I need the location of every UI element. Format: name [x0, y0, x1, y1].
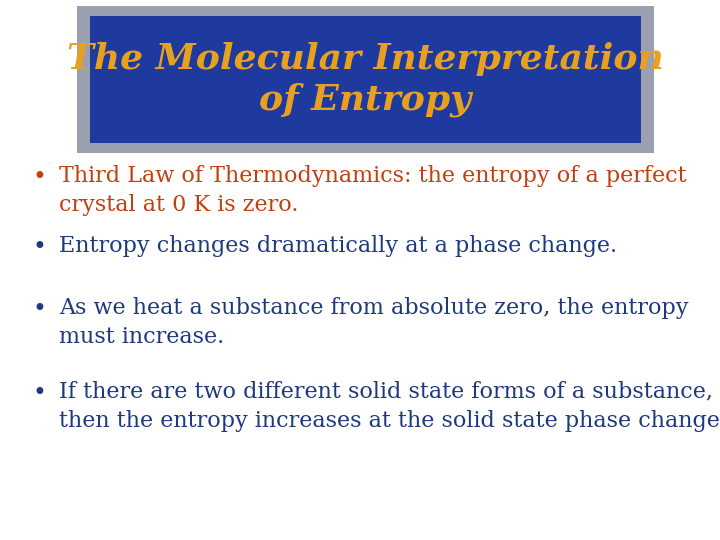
Text: •: •: [32, 381, 47, 404]
Text: •: •: [32, 297, 47, 321]
Text: Third Law of Thermodynamics: the entropy of a perfect
crystal at 0 K is zero.: Third Law of Thermodynamics: the entropy…: [59, 165, 687, 215]
Text: •: •: [32, 165, 47, 188]
Text: The Molecular Interpretation: The Molecular Interpretation: [67, 43, 664, 77]
FancyBboxPatch shape: [77, 6, 654, 153]
FancyBboxPatch shape: [90, 16, 641, 143]
Text: As we heat a substance from absolute zero, the entropy
must increase.: As we heat a substance from absolute zer…: [59, 297, 688, 348]
Text: If there are two different solid state forms of a substance,
then the entropy in: If there are two different solid state f…: [59, 381, 720, 431]
Text: •: •: [32, 235, 47, 259]
Text: Entropy changes dramatically at a phase change.: Entropy changes dramatically at a phase …: [59, 235, 617, 257]
Text: of Entropy: of Entropy: [259, 83, 472, 117]
